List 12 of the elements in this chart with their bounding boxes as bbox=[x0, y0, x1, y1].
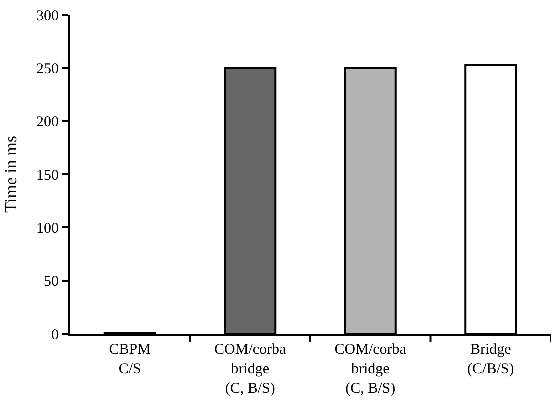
x-tick-label: CBPM C/S bbox=[109, 342, 151, 378]
y-tick-label: 200 bbox=[36, 114, 59, 131]
x-tick-label: COM/corba bridge (C, B/S) bbox=[214, 342, 287, 397]
y-axis-title: Time in ms bbox=[2, 136, 21, 213]
y-tick-label: 0 bbox=[52, 327, 59, 344]
y-tick-label: 100 bbox=[36, 220, 59, 237]
y-tick-label: 250 bbox=[36, 61, 59, 78]
x-tick-label: Bridge (C/B/S) bbox=[468, 342, 514, 378]
y-tick-label: 50 bbox=[44, 274, 59, 290]
y-tick-label: 300 bbox=[36, 8, 59, 24]
x-tick-label: COM/corba bridge (C, B/S) bbox=[334, 342, 407, 397]
y-tick-label: 150 bbox=[36, 168, 59, 184]
